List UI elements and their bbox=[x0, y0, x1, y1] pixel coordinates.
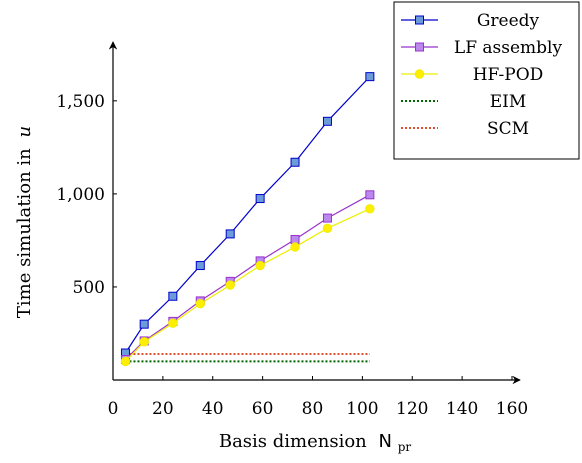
data-point-greedy bbox=[225, 229, 235, 239]
x-tick-label: 100 bbox=[346, 399, 378, 419]
data-point-lf-assembly bbox=[322, 213, 332, 223]
data-point-hf-pod bbox=[255, 260, 265, 271]
legend-box bbox=[393, 1, 580, 160]
x-axis-title-text: Basis dimension bbox=[219, 431, 367, 452]
legend-label: SCM bbox=[487, 119, 529, 139]
y-axis-title-text: Time simulation in bbox=[14, 148, 35, 318]
data-point-lf-assembly bbox=[365, 190, 375, 200]
legend-label: EIM bbox=[490, 92, 527, 112]
x-tick-label: 120 bbox=[396, 399, 428, 419]
x-tick-label: 0 bbox=[108, 399, 119, 419]
y-axis-title-symbol: u bbox=[14, 126, 35, 138]
legend-entry-scm: SCM bbox=[401, 119, 529, 139]
y-tick-label: 1,500 bbox=[56, 92, 105, 112]
axes bbox=[108, 41, 521, 385]
legend-label: LF assembly bbox=[454, 38, 563, 58]
y-tick-label: 1,000 bbox=[56, 185, 105, 205]
data-point-greedy bbox=[195, 261, 205, 271]
data-point-hf-pod bbox=[365, 204, 375, 214]
x-axis-title-symbol: N bbox=[379, 431, 392, 452]
data-point-hf-pod bbox=[168, 318, 178, 328]
data-point-hf-pod bbox=[195, 298, 205, 309]
data-point-hf-pod bbox=[139, 337, 149, 347]
x-tick-label: 40 bbox=[202, 399, 224, 419]
series-line-hf-pod bbox=[125, 208, 371, 362]
y-axis-title: Time simulation in u bbox=[14, 126, 35, 318]
x-ticks: 0 20 40 60 80 100 120 140 160 bbox=[108, 376, 528, 419]
data-point-greedy bbox=[139, 319, 149, 329]
data-point-greedy bbox=[168, 291, 178, 301]
data-point-greedy bbox=[255, 194, 265, 204]
x-axis-title: Basis dimension N pr bbox=[219, 431, 412, 454]
legend: Greedy LF assembly HF-POD EIM SCM bbox=[393, 1, 580, 160]
legend-entry-hf-pod: HF-POD bbox=[401, 65, 543, 85]
data-point-greedy bbox=[290, 157, 300, 167]
data-point-greedy bbox=[365, 72, 375, 82]
x-tick-label: 60 bbox=[252, 399, 274, 419]
y-ticks: 500 1,000 1,500 bbox=[56, 92, 117, 298]
y-tick-label: 500 bbox=[73, 278, 105, 298]
series-layer bbox=[120, 72, 375, 367]
legend-entry-eim: EIM bbox=[401, 92, 526, 112]
legend-swatch-marker bbox=[415, 15, 424, 25]
legend-label: HF-POD bbox=[473, 65, 544, 85]
x-tick-label: 140 bbox=[446, 399, 478, 419]
legend-entry-lf-assembly: LF assembly bbox=[401, 38, 562, 58]
legend-swatch-marker bbox=[414, 69, 425, 79]
legend-label: Greedy bbox=[477, 11, 540, 31]
series-hf-pod bbox=[120, 204, 375, 367]
data-point-hf-pod bbox=[225, 280, 235, 290]
legend-swatch-marker bbox=[415, 42, 424, 52]
data-point-hf-pod bbox=[322, 223, 333, 234]
series-greedy bbox=[120, 72, 375, 358]
x-axis-title-subscript: pr bbox=[398, 440, 412, 454]
legend-entry-greedy: Greedy bbox=[401, 11, 540, 31]
x-tick-label: 20 bbox=[152, 399, 174, 419]
data-point-hf-pod bbox=[120, 356, 131, 367]
x-tick-label: 80 bbox=[302, 399, 324, 419]
data-point-hf-pod bbox=[290, 242, 300, 252]
series-line-lf-assembly bbox=[125, 194, 371, 360]
series-lf-assembly bbox=[120, 190, 375, 365]
data-point-greedy bbox=[322, 116, 332, 126]
x-tick-label: 160 bbox=[496, 399, 528, 419]
